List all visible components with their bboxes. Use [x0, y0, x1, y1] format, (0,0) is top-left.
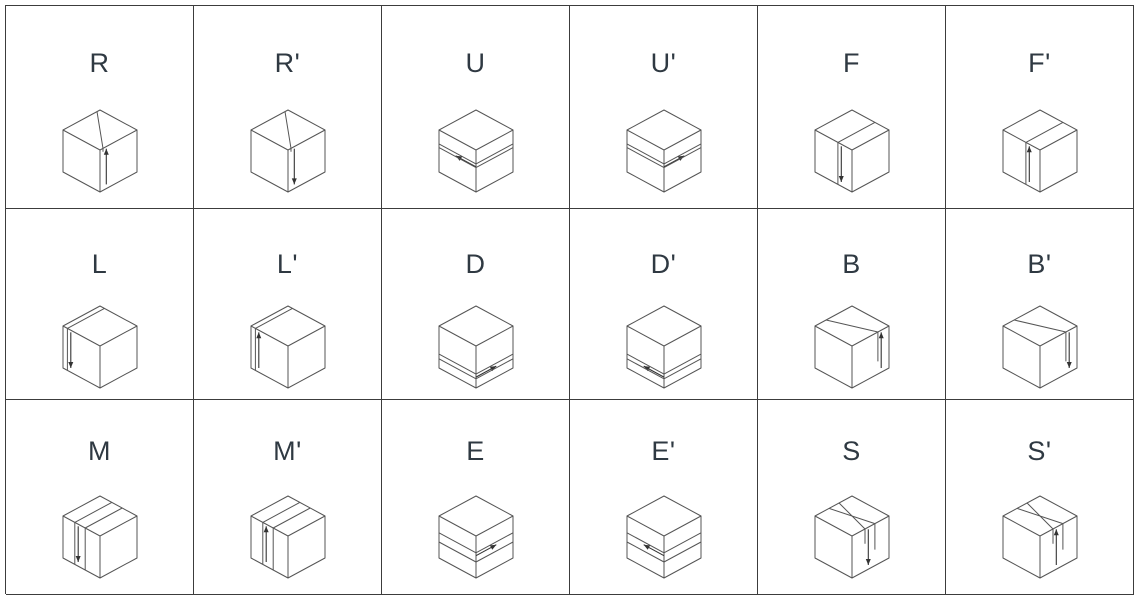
move-cell-r-prime: R' [194, 6, 382, 209]
cube-s-icon [814, 495, 889, 579]
move-label: F' [1028, 48, 1051, 78]
move-label: D' [650, 249, 677, 279]
cube-r-icon [62, 109, 137, 193]
move-cell-l-prime: L' [194, 209, 382, 400]
move-cell-u: U [382, 6, 570, 209]
cube-b-icon [814, 305, 889, 389]
move-cell-s: S [758, 400, 946, 595]
move-cell-m: M [6, 400, 194, 595]
move-label: B' [1027, 249, 1052, 279]
move-cell-d: D [382, 209, 570, 400]
move-cell-d-prime: D' [570, 209, 758, 400]
move-label: E [466, 436, 485, 466]
move-label: B [842, 249, 861, 279]
cube-s-prime-icon [1002, 495, 1077, 579]
cube-r-prime-icon [250, 109, 325, 193]
move-cell-m-prime: M' [194, 400, 382, 595]
move-label: U' [650, 48, 677, 78]
cube-e-icon [438, 495, 513, 579]
cube-l-icon [62, 305, 137, 389]
move-label: F [843, 48, 860, 78]
move-label: D [465, 249, 486, 279]
move-cell-u-prime: U' [570, 6, 758, 209]
cube-e-prime-icon [626, 495, 701, 579]
cube-d-icon [438, 305, 513, 389]
cube-b-prime-icon [1002, 305, 1077, 389]
move-cell-e-prime: E' [570, 400, 758, 595]
cube-f-prime-icon [1002, 109, 1077, 193]
move-notation-grid: R R' U U' F F' L L' D D' B B' [5, 5, 1134, 595]
move-cell-e: E [382, 400, 570, 595]
cube-f-icon [814, 109, 889, 193]
move-cell-s-prime: S' [946, 400, 1134, 595]
cube-u-icon [438, 109, 513, 193]
move-cell-r: R [6, 6, 194, 209]
cube-u-prime-icon [626, 109, 701, 193]
move-label: M [88, 436, 111, 466]
move-cell-f: F [758, 6, 946, 209]
move-cell-b-prime: B' [946, 209, 1134, 400]
move-label: S' [1027, 436, 1052, 466]
move-cell-f-prime: F' [946, 6, 1134, 209]
move-label: S [842, 436, 861, 466]
cube-m-prime-icon [250, 495, 325, 579]
move-label: M' [273, 436, 302, 466]
cube-d-prime-icon [626, 305, 701, 389]
cube-l-prime-icon [250, 305, 325, 389]
move-label: L' [276, 249, 299, 279]
move-cell-l: L [6, 209, 194, 400]
move-cell-b: B [758, 209, 946, 400]
cube-m-icon [62, 495, 137, 579]
move-label: L [91, 249, 108, 279]
move-label: R [89, 48, 110, 78]
move-label: R' [274, 48, 301, 78]
move-label: E' [651, 436, 676, 466]
move-label: U [465, 48, 486, 78]
